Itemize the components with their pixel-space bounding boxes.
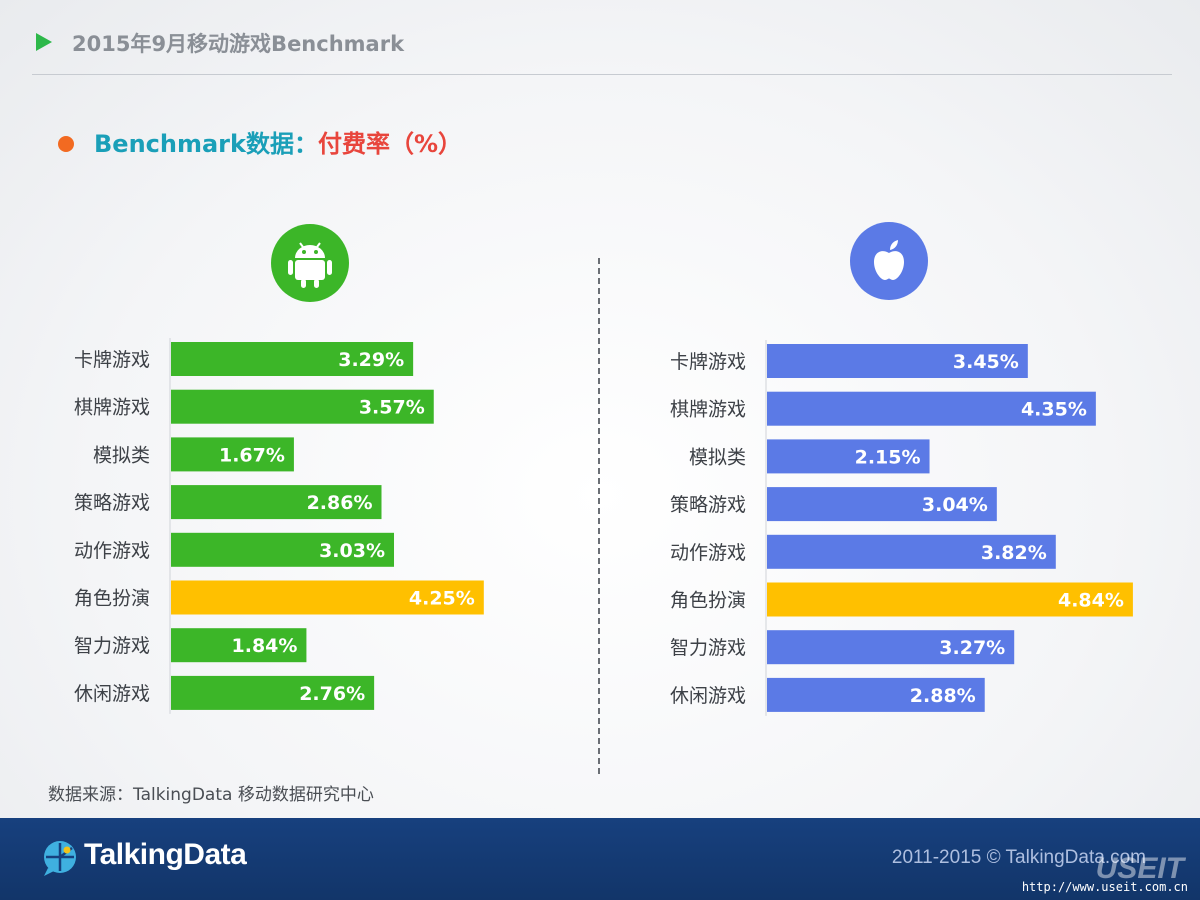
chart-subtitle: Benchmark数据：付费率（%） [94,124,462,159]
watermark-text: USEIT [1095,852,1184,885]
ios-value-label: 3.45% [953,351,1019,373]
android-bar-chart: 卡牌游戏 3.29% 棋牌游戏 3.57% 模拟类 1.67% 策略游戏 2.86% 动作游戏 3… [74,338,484,714]
android-value-label: 2.86% [307,492,373,514]
bullet-dot-icon [58,136,74,152]
ios-bar [767,487,997,522]
ios-bar [767,391,1096,426]
android-value-label: 4.25% [409,588,475,610]
android-bar [171,532,395,567]
ios-category-label: 角色扮演 [670,590,746,612]
android-category-label: 智力游戏 [74,635,150,657]
ios-bar [767,534,1056,569]
ios-category-label: 动作游戏 [670,542,746,564]
android-bar [171,389,434,424]
ios-bar [767,582,1133,617]
android-bar [171,342,414,376]
ios-bar-chart: 卡牌游戏 3.45% 棋牌游戏 4.35% 模拟类 2.15% 策略游戏 3.04% 动作游戏 3… [670,340,1133,716]
android-category-label: 棋牌游戏 [74,397,150,419]
footer-copyright: 2011-2015 © TalkingData.com [891,847,1146,868]
android-value-label: 2.76% [299,683,365,705]
android-icon [271,224,349,302]
talkingdata-logo-icon [44,841,76,876]
android-category-label: 卡牌游戏 [74,349,150,371]
ios-category-label: 模拟类 [689,446,746,468]
subtitle-part2: 付费率（%） [317,130,463,158]
ios-category-label: 棋牌游戏 [670,399,746,421]
footer-bar: TalkingData 2011-2015 © TalkingData.com … [0,818,1200,900]
android-category-label: 角色扮演 [74,588,150,610]
ios-category-label: 休闲游戏 [670,685,746,707]
android-value-label: 3.29% [338,349,404,371]
ios-value-label: 4.35% [1021,399,1087,421]
data-source-note: 数据来源：TalkingData 移动数据研究中心 [48,785,374,805]
ios-bar [767,344,1028,378]
android-category-label: 休闲游戏 [74,683,150,705]
page-title: 2015年9月移动游戏Benchmark [72,32,405,56]
android-bar [171,628,307,663]
android-value-label: 1.84% [232,635,298,657]
android-bar [171,437,294,472]
android-category-label: 策略游戏 [74,492,150,514]
subtitle-part1: Benchmark数据： [94,130,318,158]
footer-brand: TalkingData [84,838,247,871]
android-value-label: 3.03% [319,540,385,562]
android-bar [171,485,382,520]
ios-value-label: 4.84% [1058,590,1124,612]
android-category-label: 动作游戏 [74,540,150,562]
ios-value-label: 3.04% [922,494,988,516]
ios-value-label: 2.88% [910,685,976,707]
header-divider [32,74,1172,75]
panel-divider [598,258,600,774]
ios-bar [767,630,1015,665]
android-value-label: 3.57% [359,397,425,419]
android-category-label: 模拟类 [93,444,150,466]
ios-bar [767,677,985,712]
header-arrow-icon [36,33,52,51]
android-bar [171,580,484,615]
ios-value-label: 2.15% [855,446,921,468]
android-bar [171,675,375,710]
ios-category-label: 卡牌游戏 [670,351,746,373]
android-value-label: 1.67% [219,444,285,466]
watermark-url: http://www.useit.com.cn [1021,880,1188,894]
ios-bar [767,439,930,474]
ios-value-label: 3.27% [939,637,1005,659]
ios-category-label: 策略游戏 [670,494,746,516]
ios-category-label: 智力游戏 [670,637,746,659]
apple-icon [850,222,928,300]
ios-value-label: 3.82% [981,542,1047,564]
